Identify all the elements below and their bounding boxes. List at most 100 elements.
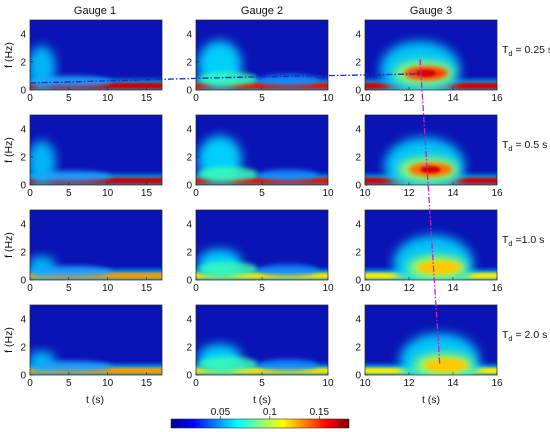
low-frequency-band	[196, 367, 328, 374]
row-label-duration: Td = 0.5 s	[502, 139, 547, 153]
panel-frame	[29, 304, 163, 376]
x-tick-label: 14	[447, 93, 459, 104]
y-tick-label: 4	[355, 30, 361, 41]
x-tick-label: 10	[359, 283, 371, 294]
column-title-gauge-3: Gauge 3	[410, 5, 452, 17]
colorbar-tick-label: 0.1	[263, 407, 277, 418]
spectrogram-panel-r4-c2: 0 2 4 0 5 10	[186, 304, 334, 389]
x-tick-label: 0	[193, 93, 199, 104]
y-tick-label: 4	[20, 315, 26, 326]
y-tick-label: 4	[355, 125, 361, 136]
panel-heatmap	[365, 115, 497, 185]
panel-heatmap	[365, 20, 497, 90]
x-tick-label: 0	[193, 378, 199, 389]
spectrogram-panel-r3-c1: 0 2 4 0 5 10 15	[20, 209, 163, 294]
energy-core	[197, 261, 258, 276]
spectrogram-panel-r1-c1: 0 2 4 0 5 10 15	[20, 19, 163, 104]
x-tick-label: 14	[447, 283, 459, 294]
y-tick-label: 4	[20, 125, 26, 136]
peak-frequency-track-line	[29, 73, 421, 84]
y-tick-label: 0	[20, 371, 26, 382]
spectrogram-panel-r3-c3: 0 2 4 10 12 14 16	[355, 209, 503, 294]
x-tick-label: 15	[141, 93, 153, 104]
colorbar-gradient	[170, 418, 350, 429]
x-tick-label: 5	[66, 378, 72, 389]
spectrogram-panel-r4-c3: 0 2 4 10 12 14 16	[355, 304, 503, 389]
spectrogram-panel-r2-c3: 0 2 4 10 12 14 16	[355, 114, 503, 199]
column-title-gauge-1: Gauge 1	[74, 5, 116, 17]
y-tick-label: 4	[186, 125, 192, 136]
panel-frame	[29, 19, 163, 91]
panel-heatmap	[30, 210, 162, 280]
colorbar-ticks: 0.05 0.1 0.15	[211, 407, 330, 419]
y-axis-title: f (Hz)	[3, 137, 15, 163]
spectrogram-panel-r2-c2: 0 2 4 0 5 10	[186, 114, 334, 199]
colorbar-tick-label: 0.05	[211, 407, 231, 418]
x-tick-label: 10	[322, 188, 334, 199]
energy-max	[416, 69, 436, 77]
x-tick-label: 5	[66, 283, 72, 294]
energy-tail	[31, 265, 112, 278]
low-frequency-band	[196, 177, 328, 184]
y-tick-label: 2	[186, 343, 192, 354]
spectrogram-panel-r1-c2: 0 2 4 0 5 10	[186, 19, 334, 104]
x-tick-label: 14	[447, 378, 459, 389]
y-tick-label: 2	[20, 153, 26, 164]
y-axis-title: f (Hz)	[3, 232, 15, 258]
y-tick-label: 4	[186, 30, 192, 41]
x-tick-label: 0	[27, 378, 33, 389]
x-tick-label: 10	[359, 378, 371, 389]
x-tick-label: 0	[193, 188, 199, 199]
row-label-duration: Td =1.0 s	[502, 234, 544, 248]
energy-tail	[258, 264, 319, 277]
y-tick-label: 4	[186, 315, 192, 326]
y-tick-label: 4	[20, 220, 26, 231]
x-tick-label: 12	[403, 188, 415, 199]
low-frequency-band	[196, 272, 328, 279]
panel-heatmap	[30, 115, 162, 185]
y-tick-label: 2	[20, 248, 26, 259]
panel-frame	[364, 209, 498, 281]
x-tick-label: 10	[102, 188, 114, 199]
x-tick-label: 10	[359, 93, 371, 104]
x-tick-label: 15	[141, 378, 153, 389]
x-tick-label: 14	[447, 188, 459, 199]
energy-max	[420, 166, 441, 174]
row-label-duration: Td = 2.0 s	[502, 329, 547, 343]
panel-frame	[29, 114, 163, 186]
colorbar: 0.05 0.1 0.15	[170, 407, 350, 429]
y-tick-label: 0	[355, 181, 361, 192]
energy-core	[197, 356, 258, 371]
x-tick-label: 5	[259, 188, 265, 199]
panel-heatmap	[365, 210, 497, 280]
y-tick-label: 0	[186, 276, 192, 287]
x-tick-label: 0	[27, 188, 33, 199]
y-tick-label: 0	[355, 371, 361, 382]
x-tick-label: 10	[322, 378, 334, 389]
panel-heatmap	[196, 115, 328, 185]
energy-tail	[31, 360, 112, 373]
x-tick-label: 5	[259, 378, 265, 389]
spectrogram-panel-r3-c2: 0 2 4 0 5 10	[186, 209, 334, 294]
x-tick-label: 12	[403, 93, 415, 104]
x-tick-label: 16	[491, 378, 503, 389]
y-tick-label: 2	[186, 153, 192, 164]
y-tick-label: 4	[355, 315, 361, 326]
x-tick-label: 10	[102, 378, 114, 389]
x-axis-title-gauge-3: t (s)	[422, 394, 440, 406]
annotation-lines	[29, 59, 441, 366]
y-tick-label: 0	[20, 86, 26, 97]
y-tick-label: 0	[20, 276, 26, 287]
x-tick-label: 5	[259, 283, 265, 294]
panel-frame	[29, 209, 163, 281]
energy-tail	[258, 169, 319, 182]
y-tick-label: 0	[186, 86, 192, 97]
energy-tail	[31, 170, 112, 183]
x-tick-label: 0	[27, 93, 33, 104]
y-tick-label: 4	[355, 220, 361, 231]
x-tick-label: 10	[359, 188, 371, 199]
x-tick-label: 0	[193, 283, 199, 294]
y-tick-label: 2	[355, 58, 361, 69]
x-tick-label: 5	[259, 93, 265, 104]
